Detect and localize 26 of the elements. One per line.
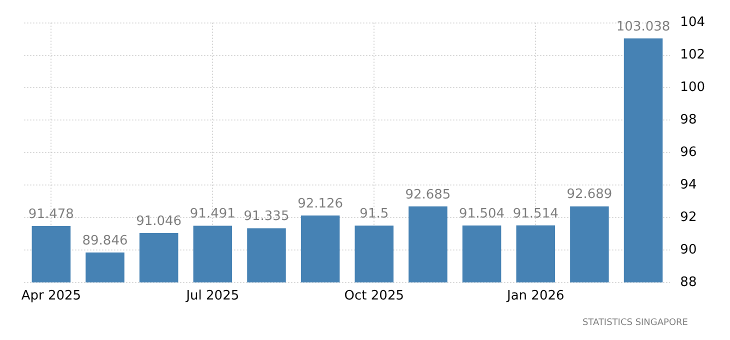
data-label: 89.846 — [82, 233, 128, 248]
y-tick-label: 90 — [680, 242, 697, 258]
y-tick-label: 94 — [680, 177, 697, 192]
y-tick-label: 102 — [680, 48, 706, 63]
data-label: 92.126 — [298, 196, 344, 212]
x-tick-label: Apr 2025 — [21, 288, 82, 304]
data-label: 92.685 — [405, 187, 451, 202]
y-tick-label: 104 — [680, 15, 706, 30]
data-label: 91.514 — [512, 206, 558, 222]
y-tick-label: 98 — [680, 112, 697, 128]
data-label: 91.504 — [459, 206, 505, 222]
x-tick-label: Jul 2025 — [185, 288, 240, 304]
data-label: 91.5 — [360, 206, 389, 222]
y-tick-label: 92 — [680, 210, 697, 225]
y-tick-label: 96 — [680, 144, 697, 160]
data-label: 91.478 — [28, 206, 74, 222]
data-label: 103.038 — [616, 19, 670, 34]
text: STATISTICS SINGAPORE — [582, 318, 688, 328]
x-tick-label: Jan 2026 — [506, 288, 564, 304]
data-label: 91.491 — [190, 206, 236, 222]
data-label: 91.046 — [136, 214, 182, 229]
data-label: 91.335 — [244, 209, 290, 224]
y-tick-label: 100 — [680, 80, 706, 96]
data-label: 92.689 — [566, 187, 612, 202]
y-tick-label: 88 — [680, 274, 697, 290]
x-tick-label: Oct 2025 — [344, 288, 404, 304]
